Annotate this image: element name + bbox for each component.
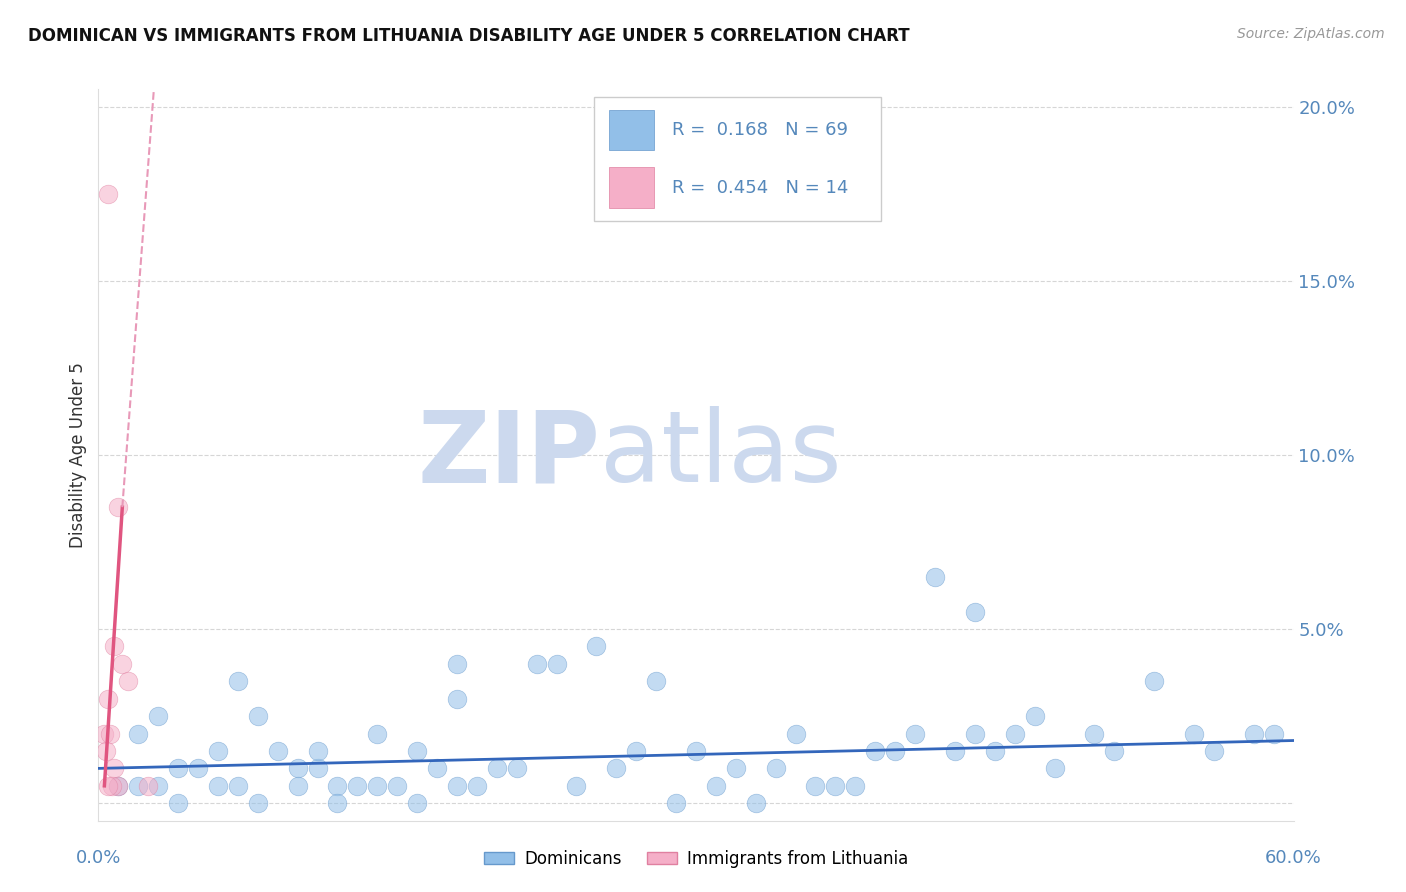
Point <box>785 726 807 740</box>
Point <box>904 726 927 740</box>
Point <box>148 779 170 793</box>
Point <box>1143 674 1166 689</box>
Point <box>385 779 409 793</box>
Point <box>98 726 122 740</box>
Point <box>1263 726 1285 740</box>
Point <box>207 744 229 758</box>
Point <box>127 779 149 793</box>
Point <box>226 674 249 689</box>
Point <box>366 779 388 793</box>
Point <box>1083 726 1105 740</box>
Point <box>645 674 668 689</box>
Point <box>1243 726 1265 740</box>
Point <box>167 761 190 775</box>
Point <box>307 761 329 775</box>
Point <box>506 761 529 775</box>
Point <box>346 779 368 793</box>
Point <box>685 744 707 758</box>
Point <box>97 186 120 201</box>
Point <box>665 796 688 810</box>
Point <box>624 744 647 758</box>
Point <box>1102 744 1125 758</box>
Point <box>111 657 134 671</box>
Point <box>267 744 290 758</box>
Text: R =  0.454   N = 14: R = 0.454 N = 14 <box>672 178 848 196</box>
Point <box>943 744 966 758</box>
Point <box>187 761 209 775</box>
Point <box>107 779 129 793</box>
Text: atlas: atlas <box>600 407 842 503</box>
Point <box>136 779 159 793</box>
Point <box>924 570 946 584</box>
Point <box>526 657 548 671</box>
Point <box>148 709 170 723</box>
Point <box>326 779 349 793</box>
Point <box>804 779 827 793</box>
Text: Source: ZipAtlas.com: Source: ZipAtlas.com <box>1237 27 1385 41</box>
Point <box>724 761 747 775</box>
Point <box>366 726 388 740</box>
Text: 0.0%: 0.0% <box>76 848 121 866</box>
Point <box>1202 744 1225 758</box>
Point <box>103 640 125 654</box>
Point <box>745 796 768 810</box>
Text: ZIP: ZIP <box>418 407 600 503</box>
Point <box>863 744 886 758</box>
Point <box>287 761 309 775</box>
Point <box>167 796 190 810</box>
Point <box>96 744 118 758</box>
Point <box>93 726 115 740</box>
Point <box>103 761 125 775</box>
Point <box>465 779 488 793</box>
Point <box>97 691 120 706</box>
Point <box>326 796 349 810</box>
Legend: Dominicans, Immigrants from Lithuania: Dominicans, Immigrants from Lithuania <box>478 843 914 874</box>
Bar <box>609 110 654 150</box>
Point <box>107 779 129 793</box>
Point <box>485 761 508 775</box>
Point <box>406 744 429 758</box>
Point <box>565 779 588 793</box>
Point <box>1024 709 1046 723</box>
Point <box>585 640 607 654</box>
Point <box>963 605 986 619</box>
Point <box>246 796 269 810</box>
Point <box>127 726 149 740</box>
Point <box>884 744 907 758</box>
Point <box>1182 726 1205 740</box>
Point <box>983 744 1005 758</box>
Point <box>1004 726 1026 740</box>
Point <box>426 761 449 775</box>
Point <box>765 761 787 775</box>
Y-axis label: Disability Age Under 5: Disability Age Under 5 <box>69 362 87 548</box>
Point <box>207 779 229 793</box>
Point <box>107 500 129 515</box>
Point <box>97 779 120 793</box>
FancyBboxPatch shape <box>595 96 882 221</box>
Point <box>704 779 727 793</box>
Text: R =  0.168   N = 69: R = 0.168 N = 69 <box>672 120 848 139</box>
Point <box>287 779 309 793</box>
Bar <box>609 168 654 208</box>
Point <box>101 779 124 793</box>
Point <box>963 726 986 740</box>
Text: DOMINICAN VS IMMIGRANTS FROM LITHUANIA DISABILITY AGE UNDER 5 CORRELATION CHART: DOMINICAN VS IMMIGRANTS FROM LITHUANIA D… <box>28 27 910 45</box>
Point <box>824 779 846 793</box>
Point <box>406 796 429 810</box>
Point <box>307 744 329 758</box>
Point <box>605 761 627 775</box>
Point <box>446 691 468 706</box>
Point <box>226 779 249 793</box>
Point <box>117 674 139 689</box>
Point <box>246 709 269 723</box>
Point <box>1043 761 1066 775</box>
Point <box>844 779 866 793</box>
Point <box>546 657 568 671</box>
Text: 60.0%: 60.0% <box>1265 848 1322 866</box>
Point <box>446 779 468 793</box>
Point <box>446 657 468 671</box>
